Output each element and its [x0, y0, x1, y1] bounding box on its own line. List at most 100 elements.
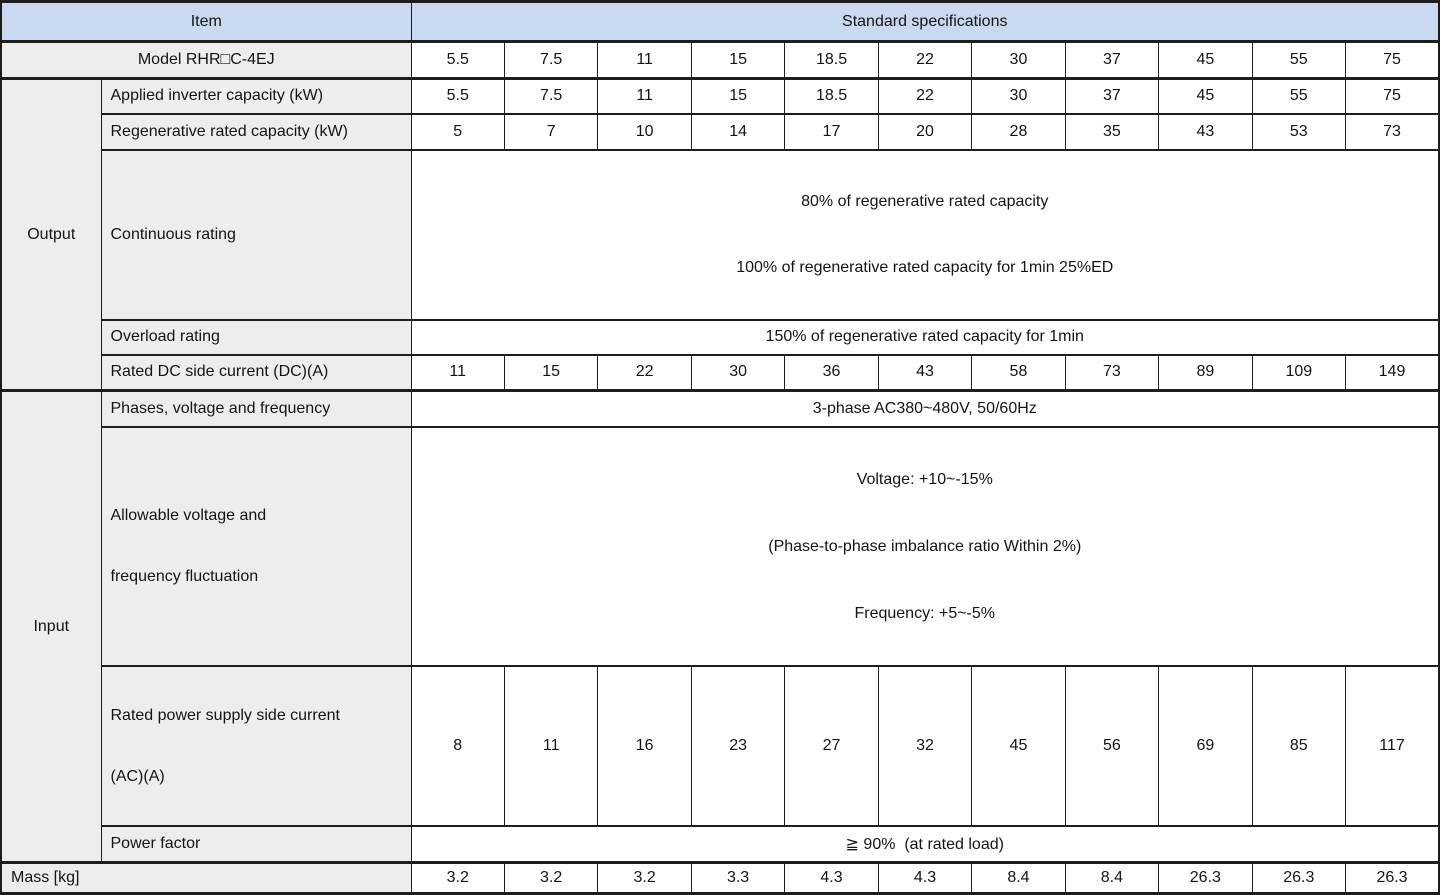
dc-current-value-cell: 22: [597, 353, 692, 392]
ac-current-value-cell: 27: [784, 664, 879, 827]
ac-current-value-cell: 69: [1158, 664, 1253, 827]
rated-ac-current-label: Rated power supply side current (AC)(A): [100, 664, 412, 827]
mass-value-cell: 3.2: [503, 861, 599, 895]
applied-capacity-value-cell: 11: [597, 77, 692, 115]
model-value-cell: 75: [1345, 40, 1440, 80]
mass-value-cell: 8.4: [971, 861, 1066, 895]
dc-current-value-cell: 109: [1251, 353, 1347, 392]
applied-inverter-capacity-label: Applied inverter capacity (kW): [100, 77, 412, 115]
model-value-cell: 18.5: [784, 40, 879, 80]
ac-current-value-cell: 45: [971, 664, 1066, 827]
fluctuation-line1: Voltage: +10~-15%: [856, 470, 993, 488]
regenerative-capacity-value-cell: 35: [1064, 112, 1160, 151]
applied-capacity-value-cell: 45: [1158, 77, 1253, 115]
overload-rating-row: Overload rating 150% of regenerative rat…: [1, 318, 1440, 356]
continuous-rating-value: 80% of regenerative rated capacity 100% …: [410, 148, 1440, 321]
model-value-cell: 7.5: [503, 40, 599, 80]
model-value-cell: 11: [597, 40, 692, 80]
regenerative-capacity-value-cell: 14: [690, 112, 786, 151]
dc-current-value-cell: 30: [690, 353, 786, 392]
dc-current-value-cell: 15: [503, 353, 599, 392]
power-factor-label: Power factor: [100, 824, 412, 864]
model-label: Model RHR□C-4EJ: [0, 40, 412, 80]
regenerative-capacity-value-cell: 17: [784, 112, 879, 151]
continuous-rating-line2: 100% of regenerative rated capacity for …: [736, 258, 1114, 276]
regenerative-capacity-value-cell: 53: [1251, 112, 1347, 151]
ac-current-value-cell: 32: [877, 664, 973, 827]
power-factor-value: ≧ 90% (at rated load): [410, 824, 1440, 864]
phases-voltage-frequency-label: Phases, voltage and frequency: [100, 389, 412, 428]
mass-value-cell: 4.3: [877, 861, 973, 895]
applied-capacity-value-cell: 37: [1064, 77, 1160, 115]
regenerative-rated-capacity-row: Regenerative rated capacity (kW) 5 7 10 …: [1, 112, 1440, 151]
dc-current-value-cell: 58: [971, 353, 1066, 392]
ac-current-label-line2: (AC)(A): [110, 767, 165, 785]
model-value-cell: 5.5: [410, 40, 505, 80]
applied-capacity-value-cell: 18.5: [784, 77, 879, 115]
regenerative-capacity-value-cell: 10: [597, 112, 692, 151]
regenerative-capacity-value-cell: 5: [410, 112, 505, 151]
dc-current-value-cell: 89: [1158, 353, 1253, 392]
mass-value-cell: 4.3: [784, 861, 879, 895]
regenerative-capacity-value-cell: 20: [877, 112, 973, 151]
phases-voltage-frequency-row: Input Phases, voltage and frequency 3-ph…: [0, 389, 1440, 864]
applied-capacity-value-cell: 55: [1251, 77, 1347, 115]
applied-inverter-capacity-row: Output Applied inverter capacity (kW) 5.…: [0, 77, 1440, 392]
mass-value-cell: 8.4: [1064, 861, 1160, 895]
model-value-cell: 15: [690, 40, 786, 80]
dc-current-value-cell: 36: [784, 353, 879, 392]
regenerative-capacity-value-cell: 28: [971, 112, 1066, 151]
ac-current-value-cell: 16: [597, 664, 692, 827]
ac-current-value-cell: 8: [410, 664, 505, 827]
model-value-cell: 37: [1064, 40, 1160, 80]
ac-current-label-line1: Rated power supply side current: [110, 706, 340, 724]
voltage-frequency-fluctuation-row: Allowable voltage and frequency fluctuat…: [1, 425, 1440, 667]
regenerative-rated-capacity-label: Regenerative rated capacity (kW): [100, 112, 412, 151]
regenerative-capacity-value-cell: 73: [1345, 112, 1440, 151]
rated-dc-current-label: Rated DC side current (DC)(A): [100, 353, 412, 392]
mass-row: Mass [kg] 3.2 3.2 3.2 3.3 4.3 4.3 8.4 8.…: [0, 861, 1440, 895]
overload-rating-label: Overload rating: [100, 318, 412, 356]
model-row: Model RHR□C-4EJ 5.5 7.5 11 15 18.5 22 30…: [0, 40, 1440, 80]
ac-current-value-cell: 85: [1251, 664, 1347, 827]
overload-rating-value: 150% of regenerative rated capacity for …: [410, 318, 1440, 356]
phases-voltage-frequency-value: 3-phase AC380~480V, 50/60Hz: [410, 389, 1440, 428]
dc-current-value-cell: 149: [1345, 353, 1440, 392]
output-group-label: Output: [0, 77, 102, 392]
column-header-item: Item: [0, 0, 412, 43]
applied-capacity-value-cell: 7.5: [503, 77, 599, 115]
mass-value-cell: 3.3: [690, 861, 786, 895]
applied-capacity-value-cell: 5.5: [410, 77, 505, 115]
model-value-cell: 55: [1251, 40, 1347, 80]
mass-value-cell: 3.2: [410, 861, 505, 895]
ac-current-value-cell: 11: [503, 664, 599, 827]
continuous-rating-line1: 80% of regenerative rated capacity: [801, 192, 1049, 210]
applied-capacity-value-cell: 22: [877, 77, 973, 115]
fluctuation-label-line1: Allowable voltage and: [110, 507, 267, 524]
mass-value-cell: 26.3: [1251, 861, 1347, 895]
rated-dc-current-row: Rated DC side current (DC)(A) 11 15 22 3…: [1, 353, 1440, 392]
header-row: Item Standard specifications: [0, 0, 1440, 43]
ac-current-value-cell: 23: [690, 664, 786, 827]
fluctuation-line2: (Phase-to-phase imbalance ratio Within 2…: [768, 537, 1082, 555]
model-value-cell: 22: [877, 40, 973, 80]
dc-current-value-cell: 11: [410, 353, 505, 392]
input-group-label: Input: [0, 389, 102, 864]
mass-label: Mass [kg]: [0, 861, 412, 895]
continuous-rating-row: Continuous rating 80% of regenerative ra…: [1, 148, 1440, 321]
fluctuation-label-line2: frequency fluctuation: [110, 568, 259, 585]
column-header-standard-specifications: Standard specifications: [410, 0, 1440, 43]
voltage-frequency-fluctuation-label: Allowable voltage and frequency fluctuat…: [100, 425, 412, 667]
continuous-rating-label: Continuous rating: [100, 148, 412, 321]
mass-value-cell: 3.2: [597, 861, 692, 895]
ac-current-value-cell: 117: [1345, 664, 1440, 827]
power-factor-row: Power factor ≧ 90% (at rated load): [1, 824, 1440, 864]
model-value-cell: 30: [971, 40, 1066, 80]
regenerative-capacity-value-cell: 43: [1158, 112, 1253, 151]
voltage-frequency-fluctuation-value: Voltage: +10~-15% (Phase-to-phase imbala…: [410, 425, 1440, 667]
applied-capacity-value-cell: 15: [690, 77, 786, 115]
model-value-cell: 45: [1158, 40, 1253, 80]
dc-current-value-cell: 73: [1064, 353, 1160, 392]
mass-value-cell: 26.3: [1345, 861, 1440, 895]
fluctuation-line3: Frequency: +5~-5%: [854, 604, 996, 622]
